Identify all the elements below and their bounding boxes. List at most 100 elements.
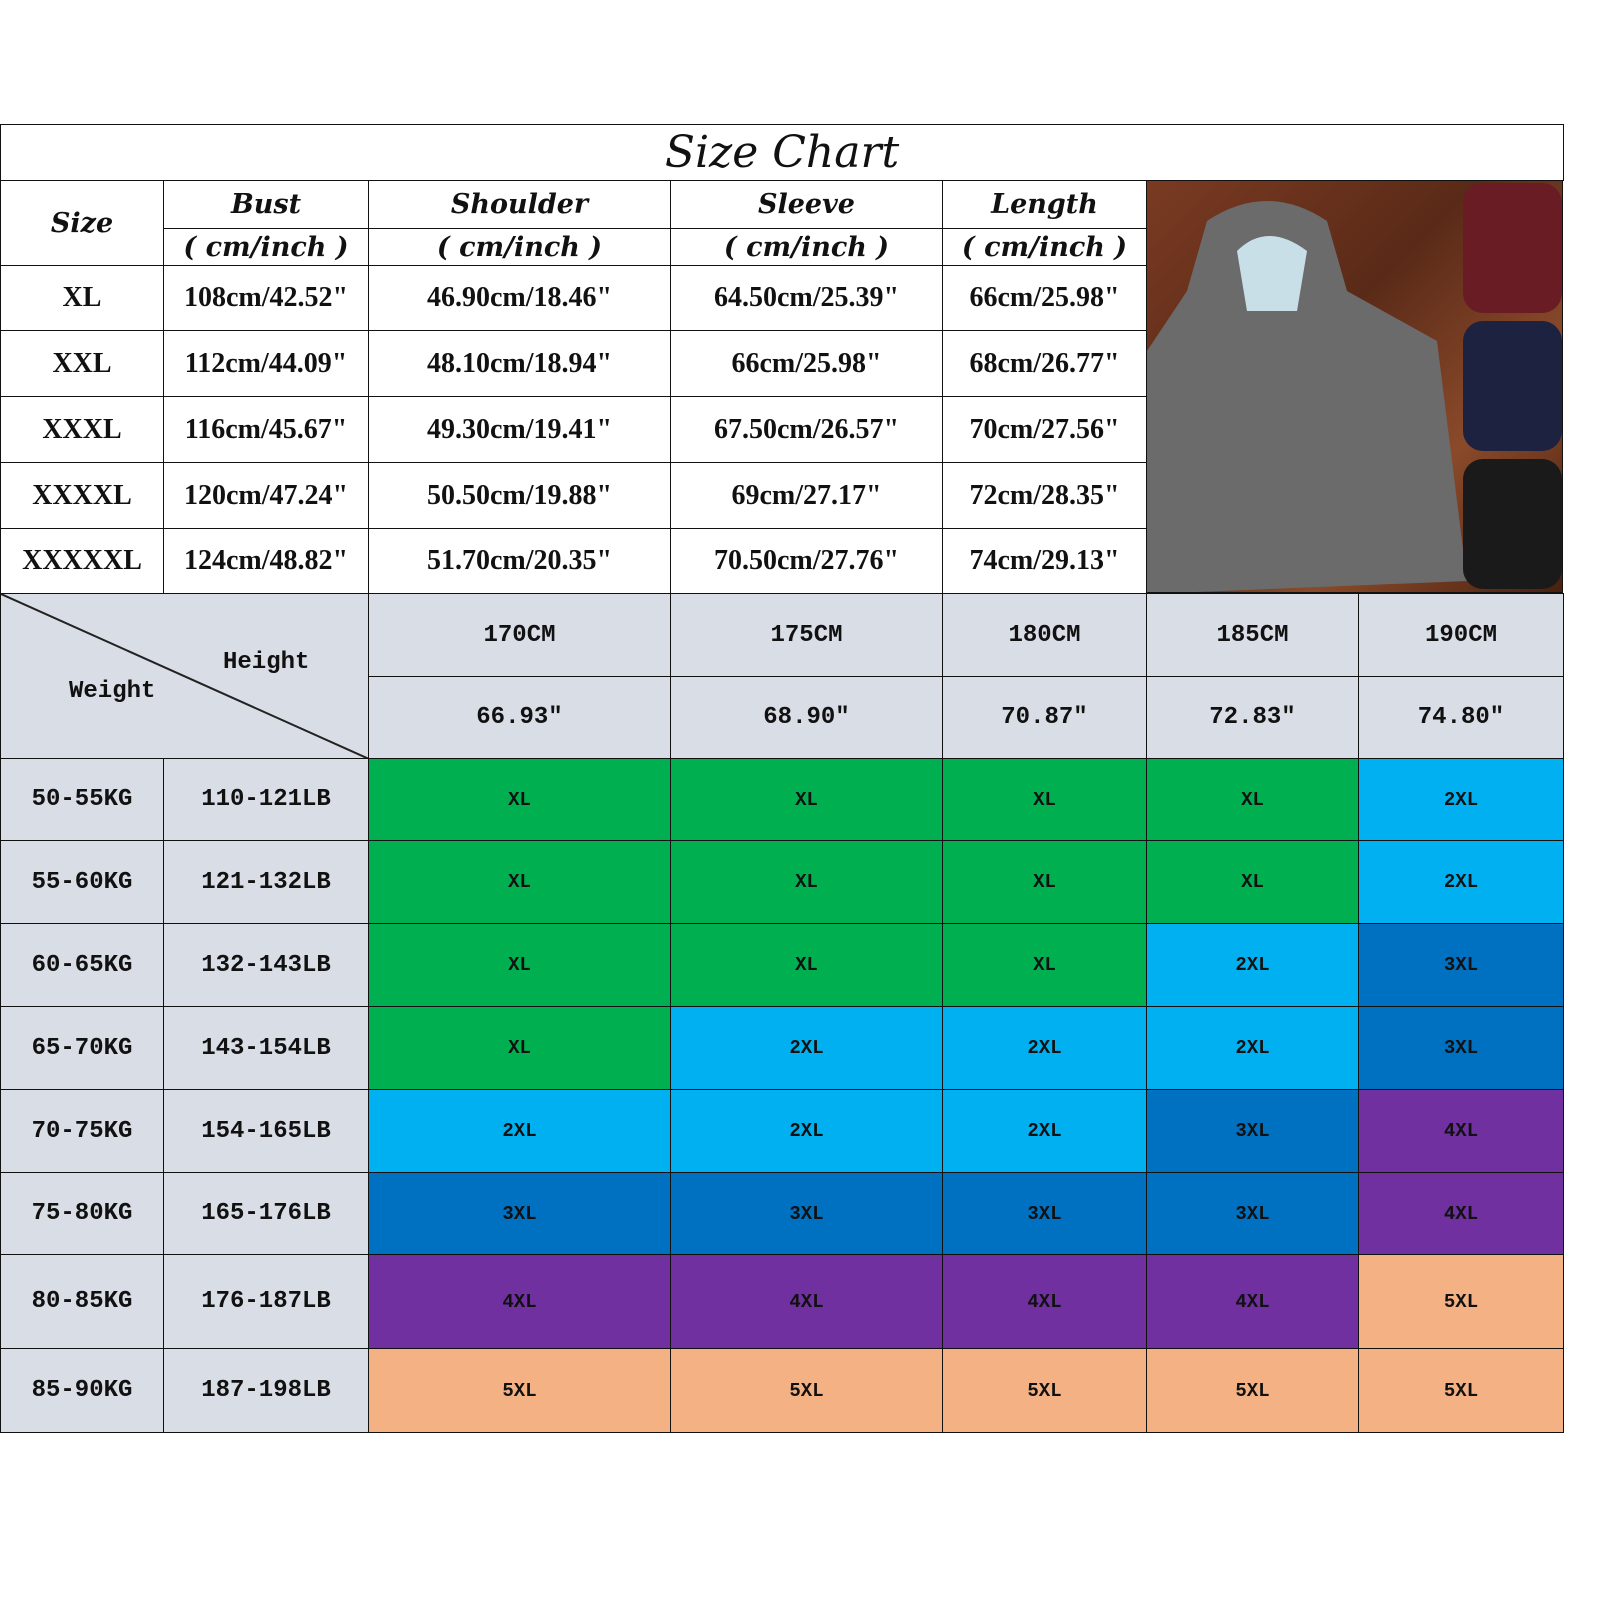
height-cm-header: 190CM xyxy=(1358,593,1564,677)
measure-unit-header: ( cm/inch ) xyxy=(670,228,943,266)
measure-unit-header: ( cm/inch ) xyxy=(163,228,369,266)
measure-value: 49.30cm/19.41" xyxy=(368,396,671,463)
recommended-size-cell: 4XL xyxy=(1358,1089,1564,1173)
weight-lb-label: 143-154LB xyxy=(163,1006,369,1090)
recommended-size-cell: 2XL xyxy=(670,1089,943,1173)
recommended-size-cell: 2XL xyxy=(1358,840,1564,924)
recommended-size-cell: 3XL xyxy=(1358,923,1564,1007)
chart-title: Size Chart xyxy=(0,124,1564,181)
measure-unit-header: ( cm/inch ) xyxy=(942,228,1147,266)
measure-value: 112cm/44.09" xyxy=(163,330,369,397)
measure-value: 70.50cm/27.76" xyxy=(670,528,943,594)
height-inch-header: 74.80″ xyxy=(1358,676,1564,759)
recommended-size-cell: 4XL xyxy=(670,1254,943,1349)
recommended-size-cell: 5XL xyxy=(368,1348,671,1433)
measure-value: 64.50cm/25.39" xyxy=(670,265,943,331)
weight-kg-label: 65-70KG xyxy=(0,1006,164,1090)
measure-unit-header: ( cm/inch ) xyxy=(368,228,671,266)
weight-lb-label: 187-198LB xyxy=(163,1348,369,1433)
recommended-size-cell: XL xyxy=(368,923,671,1007)
recommended-size-cell: XL xyxy=(368,758,671,841)
weight-lb-label: 165-176LB xyxy=(163,1172,369,1255)
weight-lb-label: 132-143LB xyxy=(163,923,369,1007)
recommended-size-cell: 2XL xyxy=(1358,758,1564,841)
recommended-size-cell: 2XL xyxy=(942,1089,1147,1173)
measure-value: 69cm/27.17" xyxy=(670,462,943,529)
recommended-size-cell: 2XL xyxy=(1146,923,1359,1007)
weight-kg-label: 55-60KG xyxy=(0,840,164,924)
height-cm-header: 185CM xyxy=(1146,593,1359,677)
measure-value: 124cm/48.82" xyxy=(163,528,369,594)
measure-value: 116cm/45.67" xyxy=(163,396,369,463)
size-column-header: Size xyxy=(0,180,164,266)
recommended-size-cell: 5XL xyxy=(1358,1348,1564,1433)
recommended-size-cell: XL xyxy=(1146,840,1359,924)
size-label: XXXL xyxy=(0,396,164,463)
measure-value: 120cm/47.24" xyxy=(163,462,369,529)
measure-column-header: Sleeve xyxy=(670,180,943,229)
recommended-size-cell: 5XL xyxy=(1146,1348,1359,1433)
recommended-size-cell: 4XL xyxy=(1146,1254,1359,1349)
size-label: XXXXL xyxy=(0,462,164,529)
recommended-size-cell: XL xyxy=(670,758,943,841)
recommended-size-cell: 4XL xyxy=(1358,1172,1564,1255)
diagonal-divider xyxy=(1,594,369,759)
recommended-size-cell: XL xyxy=(368,840,671,924)
recommended-size-cell: 5XL xyxy=(942,1348,1147,1433)
recommended-size-cell: 5XL xyxy=(670,1348,943,1433)
measure-value: 74cm/29.13" xyxy=(942,528,1147,594)
recommended-size-cell: XL xyxy=(942,840,1147,924)
size-label: XL xyxy=(0,265,164,331)
height-inch-header: 72.83″ xyxy=(1146,676,1359,759)
recommended-size-cell: 3XL xyxy=(1358,1006,1564,1090)
recommended-size-cell: 3XL xyxy=(670,1172,943,1255)
recommended-size-cell: XL xyxy=(670,923,943,1007)
measure-value: 72cm/28.35" xyxy=(942,462,1147,529)
height-cm-header: 170CM xyxy=(368,593,671,677)
recommended-size-cell: XL xyxy=(1146,758,1359,841)
weight-lb-label: 110-121LB xyxy=(163,758,369,841)
size-label: XXXXXL xyxy=(0,528,164,594)
weight-label: Weight xyxy=(69,678,156,705)
recommended-size-cell: 2XL xyxy=(942,1006,1147,1090)
measure-value: 50.50cm/19.88" xyxy=(368,462,671,529)
weight-kg-label: 70-75KG xyxy=(0,1089,164,1173)
size-label: XXL xyxy=(0,330,164,397)
weight-lb-label: 121-132LB xyxy=(163,840,369,924)
recommended-size-cell: XL xyxy=(670,840,943,924)
recommended-size-cell: 3XL xyxy=(942,1172,1147,1255)
height-cm-header: 175CM xyxy=(670,593,943,677)
recommended-size-cell: 4XL xyxy=(942,1254,1147,1349)
measure-value: 66cm/25.98" xyxy=(942,265,1147,331)
recommended-size-cell: XL xyxy=(942,923,1147,1007)
measure-value: 70cm/27.56" xyxy=(942,396,1147,463)
recommended-size-cell: 3XL xyxy=(1146,1089,1359,1173)
weight-lb-label: 154-165LB xyxy=(163,1089,369,1173)
recommended-size-cell: 3XL xyxy=(368,1172,671,1255)
recommended-size-cell: 3XL xyxy=(1146,1172,1359,1255)
weight-kg-label: 85-90KG xyxy=(0,1348,164,1433)
measure-value: 68cm/26.77" xyxy=(942,330,1147,397)
recommended-size-cell: XL xyxy=(942,758,1147,841)
recommended-size-cell: 5XL xyxy=(1358,1254,1564,1349)
measure-column-header: Shoulder xyxy=(368,180,671,229)
measure-column-header: Length xyxy=(942,180,1147,229)
recommended-size-cell: 4XL xyxy=(368,1254,671,1349)
measure-value: 51.70cm/20.35" xyxy=(368,528,671,594)
height-weight-corner: Height Weight xyxy=(0,593,369,759)
measure-value: 48.10cm/18.94" xyxy=(368,330,671,397)
measure-value: 108cm/42.52" xyxy=(163,265,369,331)
height-inch-header: 68.90″ xyxy=(670,676,943,759)
measure-value: 46.90cm/18.46" xyxy=(368,265,671,331)
weight-kg-label: 50-55KG xyxy=(0,758,164,841)
jacket-product-photo xyxy=(1146,180,1563,593)
recommended-size-cell: 2XL xyxy=(1146,1006,1359,1090)
height-cm-header: 180CM xyxy=(942,593,1147,677)
measure-column-header: Bust xyxy=(163,180,369,229)
height-inch-header: 70.87″ xyxy=(942,676,1147,759)
recommended-size-cell: 2XL xyxy=(368,1089,671,1173)
height-label: Height xyxy=(223,649,310,676)
recommended-size-cell: 2XL xyxy=(670,1006,943,1090)
weight-lb-label: 176-187LB xyxy=(163,1254,369,1349)
weight-kg-label: 80-85KG xyxy=(0,1254,164,1349)
